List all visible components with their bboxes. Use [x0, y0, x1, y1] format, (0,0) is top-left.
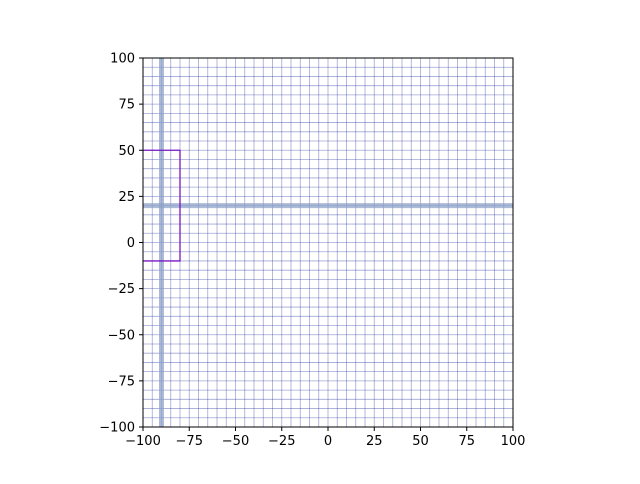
x-tick-label: −75 — [176, 434, 203, 449]
y-tick-label: −75 — [108, 374, 135, 389]
grid — [143, 58, 513, 427]
series-layer — [143, 149, 181, 262]
x-tick-label: −50 — [222, 434, 249, 449]
y-tick-label: −50 — [108, 328, 135, 343]
y-axis: −100 −75 −50 −25 0 25 50 75 100 — [99, 52, 143, 436]
highlight-lines — [143, 58, 513, 427]
x-tick-label: −100 — [125, 434, 161, 449]
y-tick-label: −25 — [108, 282, 135, 297]
x-tick-label: 100 — [501, 434, 526, 449]
y-tick-label: 100 — [110, 52, 135, 67]
y-tick-label: 25 — [118, 190, 135, 205]
x-tick-label: 50 — [412, 434, 429, 449]
x-tick-label: 0 — [324, 434, 332, 449]
y-tick-label: 50 — [118, 144, 135, 159]
x-axis: −100 −75 −50 −25 0 25 50 75 100 — [125, 427, 525, 449]
x-tick-label: −25 — [268, 434, 295, 449]
y-tick-label: 75 — [118, 98, 135, 113]
y-tick-label: 0 — [127, 236, 135, 251]
series-line-0 — [143, 149, 181, 262]
x-tick-label: 25 — [366, 434, 383, 449]
x-tick-label: 75 — [458, 434, 475, 449]
y-tick-label: −100 — [99, 421, 135, 436]
